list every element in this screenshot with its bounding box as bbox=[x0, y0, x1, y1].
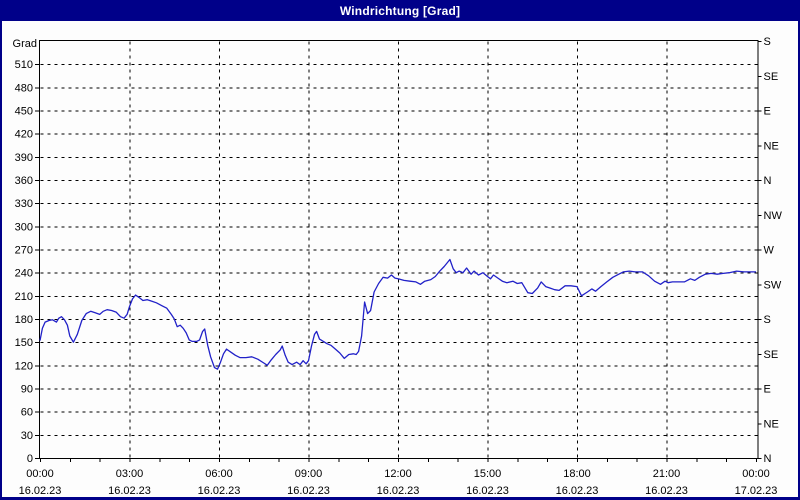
wind-direction-series bbox=[39, 258, 756, 370]
date-tick-label: 16.02.23 bbox=[466, 485, 509, 497]
wind-direction-chart: 0 30 60 90 120 150 180 210 240 270 300 330 360 390 420… bbox=[13, 36, 783, 497]
date-tick-label: 16.02.23 bbox=[287, 485, 330, 497]
compass-tick-label: NE bbox=[764, 140, 779, 152]
y-tick-label: 330 bbox=[15, 198, 33, 210]
date-tick-label: 16.02.23 bbox=[108, 485, 151, 497]
y-tick-label: 120 bbox=[15, 360, 33, 372]
date-tick-label: 16.02.23 bbox=[198, 485, 241, 497]
y-tick-label: 30 bbox=[21, 430, 33, 442]
time-tick-label: 00:00 bbox=[26, 468, 54, 480]
y-tick-label: 420 bbox=[15, 129, 33, 141]
gridlines bbox=[40, 41, 758, 458]
y-tick-label: 0 bbox=[27, 453, 33, 465]
compass-tick-label: SE bbox=[764, 71, 779, 83]
compass-tick-label: S bbox=[764, 314, 771, 326]
y-tick-label: 150 bbox=[15, 337, 33, 349]
time-tick-label: 03:00 bbox=[116, 468, 144, 480]
y-tick-label: 210 bbox=[15, 291, 33, 303]
y-tick-label: 90 bbox=[21, 384, 33, 396]
date-tick-label: 17.02.23 bbox=[735, 485, 778, 497]
compass-tick-label: E bbox=[764, 384, 771, 396]
date-tick-label: 16.02.23 bbox=[377, 485, 420, 497]
y-tick-label: 450 bbox=[15, 106, 33, 118]
y-tick-label: 270 bbox=[15, 245, 33, 257]
chart-panel: 0 30 60 90 120 150 180 210 240 270 300 330 360 390 420… bbox=[2, 21, 798, 497]
compass-tick-label: E bbox=[764, 106, 771, 118]
y-axis-right-labels: N NE E SE S SW W NW N NE E SE S bbox=[757, 36, 783, 465]
title-bar[interactable]: Windrichtung [Grad] bbox=[0, 0, 800, 21]
time-tick-label: 21:00 bbox=[653, 468, 681, 480]
x-axis-labels: 00:00 16.02.23 03:00 16.02.23 06:00 16.02.23 0… bbox=[19, 468, 778, 497]
y-tick-label: 480 bbox=[15, 82, 33, 94]
time-tick-label: 18:00 bbox=[563, 468, 591, 480]
y-tick-label: 180 bbox=[15, 314, 33, 326]
date-tick-label: 16.02.23 bbox=[556, 485, 599, 497]
compass-tick-label: N bbox=[764, 175, 772, 187]
x-axis-ticks bbox=[40, 458, 757, 462]
date-tick-label: 16.02.23 bbox=[19, 485, 62, 497]
y-tick-label: 60 bbox=[21, 407, 33, 419]
compass-tick-label: W bbox=[764, 245, 775, 257]
compass-tick-label: NW bbox=[764, 210, 783, 222]
y-tick-label: 510 bbox=[15, 59, 33, 71]
y-tick-label: 390 bbox=[15, 152, 33, 164]
date-tick-label: 16.02.23 bbox=[645, 485, 688, 497]
compass-tick-label: SE bbox=[764, 349, 779, 361]
time-tick-label: 06:00 bbox=[205, 468, 233, 480]
y-tick-label: 300 bbox=[15, 221, 33, 233]
y-tick-label: 240 bbox=[15, 268, 33, 280]
compass-tick-label: S bbox=[764, 36, 771, 48]
window-title: Windrichtung [Grad] bbox=[339, 3, 461, 18]
compass-tick-label: SW bbox=[764, 279, 782, 291]
time-tick-label: 00:00 bbox=[742, 468, 770, 480]
time-tick-label: 15:00 bbox=[474, 468, 502, 480]
compass-tick-label: NE bbox=[764, 418, 779, 430]
compass-tick-label: N bbox=[764, 453, 772, 465]
y-tick-label: 360 bbox=[15, 175, 33, 187]
time-tick-label: 12:00 bbox=[384, 468, 412, 480]
y-axis-title: Grad bbox=[13, 38, 37, 50]
time-tick-label: 09:00 bbox=[295, 468, 323, 480]
y-axis-left-labels: 0 30 60 90 120 150 180 210 240 270 300 330 360 390 420… bbox=[15, 59, 40, 465]
